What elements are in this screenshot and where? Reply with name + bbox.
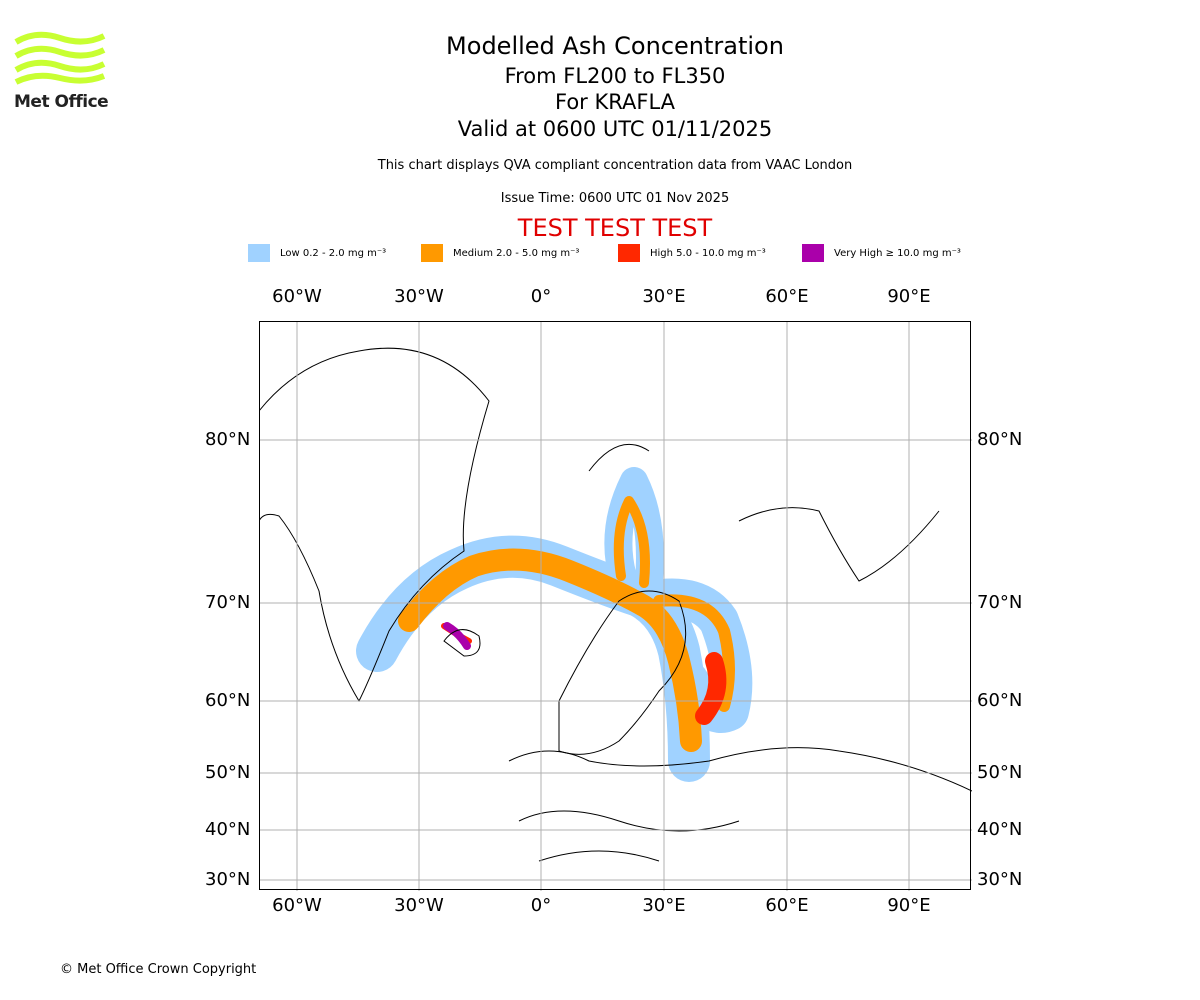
top-lon-tick: 30°E [642,286,686,307]
legend-high-label: High 5.0 - 10.0 mg m⁻³ [650,247,766,259]
issue-time: Issue Time: 0600 UTC 01 Nov 2025 [500,191,730,206]
top-lon-tick: 30°W [394,286,444,307]
right-lat-tick: 40°N [977,819,1023,840]
coastlines [259,347,972,862]
legend-high: High 5.0 - 10.0 mg m⁻³ [618,244,766,262]
left-lat-tick: 30°N [205,869,251,890]
map-frame [259,321,972,891]
right-lat-tick: 50°N [977,762,1023,783]
left-lat-tick: 60°N [205,690,251,711]
left-lat-tick: 70°N [205,592,251,613]
legend-very-high: Very High ≥ 10.0 mg m⁻³ [802,244,961,262]
ash-plume [356,467,753,782]
right-lat-tick: 60°N [977,690,1023,711]
logo-text: Met Office [14,92,109,112]
left-lat-tick: 80°N [205,429,251,450]
met-office-logo: Met Office [14,30,109,112]
bottom-lon-tick: 30°E [642,895,686,916]
valid-time: Valid at 0600 UTC 01/11/2025 [457,117,773,141]
flight-levels: From FL200 to FL350 [504,64,726,88]
copyright: © Met Office Crown Copyright [60,962,257,977]
test-banner: TEST TEST TEST [517,214,713,242]
left-lat-tick: 40°N [205,819,251,840]
chart-title: Modelled Ash Concentration [446,32,784,60]
graticule [259,321,972,891]
bottom-lon-tick: 30°W [394,895,444,916]
right-lat-tick: 80°N [977,429,1023,450]
top-lon-tick: 60°W [272,286,322,307]
top-lon-tick: 0° [530,286,552,307]
left-lat-tick: 50°N [205,762,251,783]
legend-medium: Medium 2.0 - 5.0 mg m⁻³ [421,244,579,262]
qva-note: This chart displays QVA compliant concen… [377,158,853,173]
top-lon-tick: 90°E [887,286,931,307]
volcano-name: For KRAFLA [555,90,675,114]
legend-medium-label: Medium 2.0 - 5.0 mg m⁻³ [453,247,580,259]
right-lat-tick: 30°N [977,869,1023,890]
legend-low: Low 0.2 - 2.0 mg m⁻³ [248,244,386,262]
met-office-waves-icon [14,31,106,85]
bottom-lon-tick: 60°W [272,895,322,916]
legend-very-high-label: Very High ≥ 10.0 mg m⁻³ [834,247,961,259]
map-border [259,321,971,890]
top-lon-tick: 60°E [765,286,809,307]
bottom-lon-tick: 0° [530,895,552,916]
bottom-lon-tick: 60°E [765,895,809,916]
right-lat-tick: 70°N [977,592,1023,613]
legend-low-label: Low 0.2 - 2.0 mg m⁻³ [280,247,387,259]
bottom-lon-tick: 90°E [887,895,931,916]
